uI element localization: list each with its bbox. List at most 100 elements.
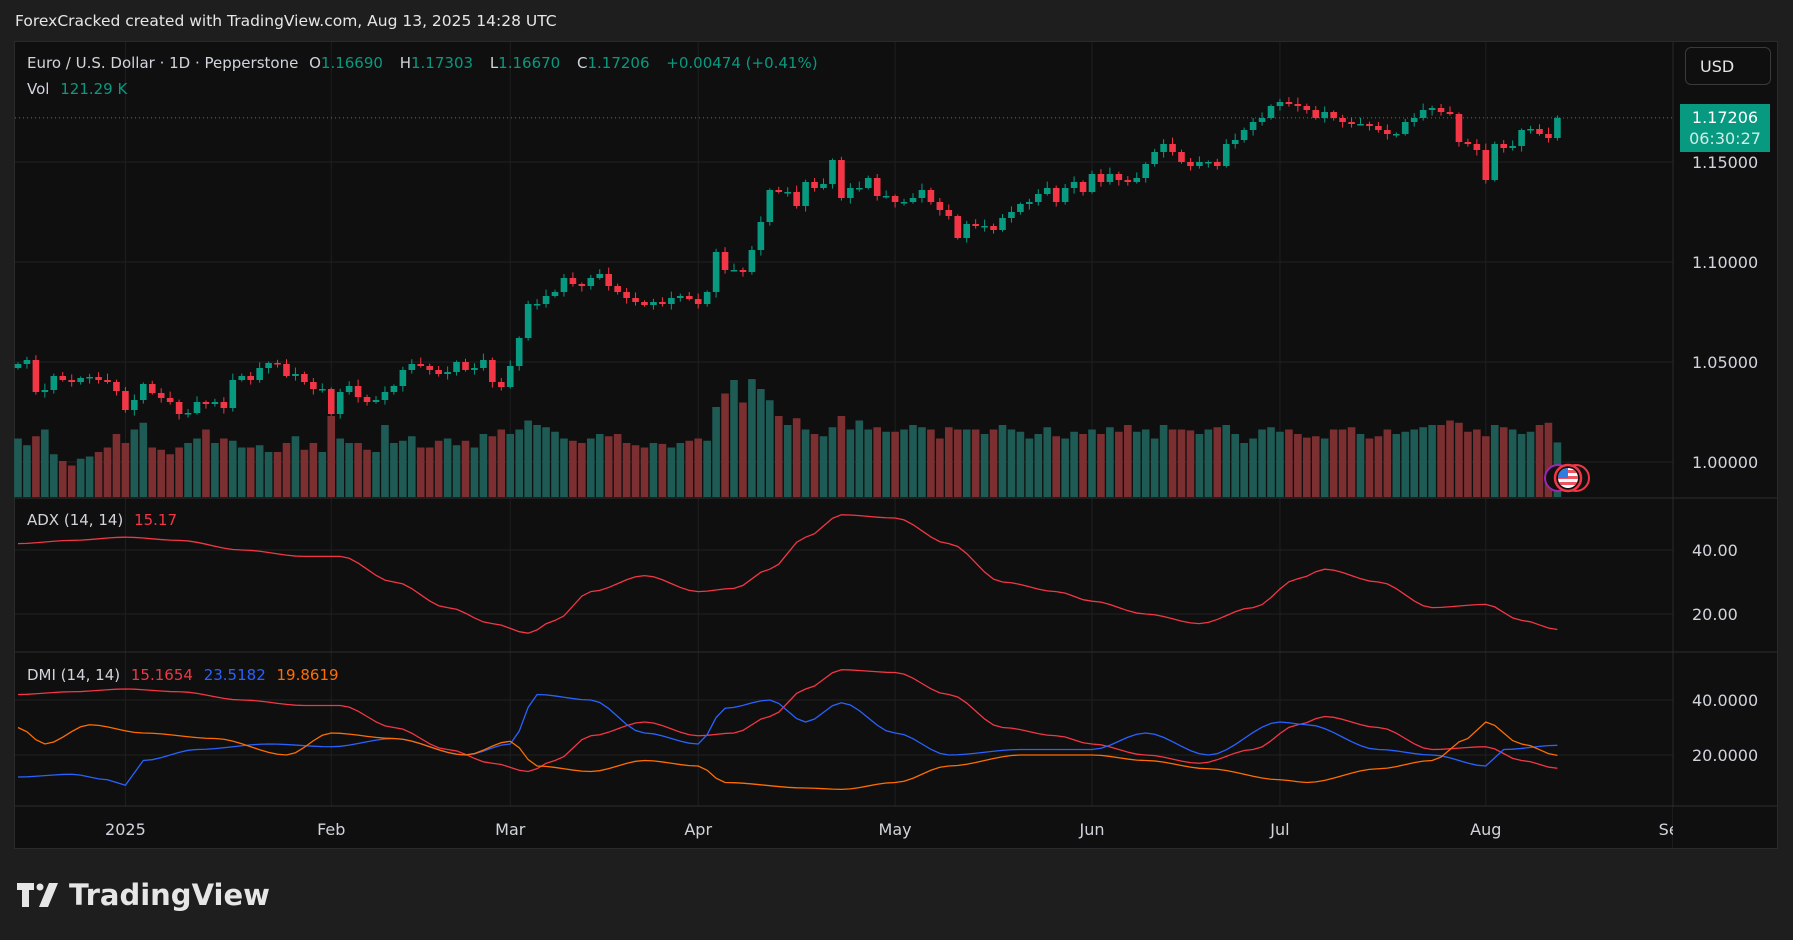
candle <box>1124 176 1132 186</box>
candle <box>900 198 908 206</box>
candle-body <box>435 370 442 374</box>
candle <box>927 187 935 205</box>
volume-bar <box>345 443 353 497</box>
candle <box>712 248 720 298</box>
candle <box>184 409 192 418</box>
candle <box>1321 106 1328 123</box>
volume-bar <box>452 445 461 497</box>
volume-bar <box>1213 427 1222 497</box>
candle <box>1187 158 1194 171</box>
volume-bar <box>658 443 667 497</box>
volume-bar <box>23 445 31 497</box>
candle-body <box>748 250 756 272</box>
candle <box>381 386 389 405</box>
candle-body <box>596 274 604 278</box>
volume-bar <box>434 440 443 497</box>
candle-body <box>95 377 102 380</box>
candle <box>954 214 962 240</box>
candle-body <box>345 386 353 392</box>
candle <box>1294 97 1302 112</box>
volume-bar <box>846 429 855 497</box>
candle-body <box>623 292 630 298</box>
volume-bar <box>631 445 640 497</box>
candle <box>793 185 800 209</box>
us-flag-event-icon[interactable] <box>1544 462 1592 494</box>
volume-bar <box>246 447 255 497</box>
volume-bar <box>67 465 76 497</box>
volume-bar <box>1374 436 1383 497</box>
candle <box>292 367 299 381</box>
volume-bar <box>524 420 532 497</box>
currency-button[interactable]: USD <box>1685 47 1771 85</box>
candle <box>489 357 496 388</box>
volume-bar <box>1401 431 1410 497</box>
candle-body <box>847 188 854 198</box>
candle <box>685 292 693 301</box>
volume-bar <box>962 429 971 497</box>
candle <box>265 361 272 374</box>
price-tick-label: 1.15000 <box>1692 153 1758 172</box>
volume-bar <box>166 454 174 497</box>
volume-bar <box>1428 425 1436 497</box>
adx-tick-label: 40.00 <box>1692 541 1738 560</box>
volume-bar <box>766 400 774 497</box>
volume-bar <box>587 438 595 497</box>
candle <box>623 288 630 304</box>
volume-bar <box>85 456 94 497</box>
time-tick-label: Jun <box>1079 820 1105 839</box>
candle-body <box>1509 146 1516 148</box>
candle-body <box>614 286 621 292</box>
candle <box>721 247 729 274</box>
volume-bar <box>1079 434 1087 497</box>
candle-body <box>1294 104 1302 106</box>
symbol-legend[interactable]: Euro / U.S. Dollar · 1D · Pepperstone O1… <box>27 54 824 72</box>
candle-body <box>829 160 836 184</box>
candle <box>542 289 550 308</box>
volume-bar <box>416 447 425 497</box>
candle <box>569 272 577 287</box>
candle-body <box>1169 144 1176 152</box>
volume-bar <box>443 438 452 497</box>
candle-body <box>1330 112 1337 118</box>
adx-legend[interactable]: ADX (14, 14) 15.17 <box>27 511 183 529</box>
symbol-title[interactable]: Euro / U.S. Dollar · 1D · Pepperstone <box>27 54 299 72</box>
candle-body <box>193 402 201 413</box>
minus-di-line <box>17 721 1558 791</box>
candle-body <box>811 182 818 188</box>
candle <box>1312 106 1320 120</box>
dmi-legend[interactable]: DMI (14, 14) 15.1654 23.5182 19.8619 <box>27 666 345 684</box>
candle <box>766 188 774 226</box>
candle <box>453 360 460 376</box>
candle <box>336 388 344 419</box>
candle <box>1088 170 1096 194</box>
volume-bar <box>1007 429 1016 497</box>
candle <box>1035 189 1042 206</box>
volume-bar <box>237 447 246 497</box>
dmi-adx-line <box>17 669 1558 773</box>
candle-body <box>578 284 586 286</box>
candle <box>140 382 147 404</box>
volume-bar <box>1473 429 1481 497</box>
candle <box>694 293 702 309</box>
candle <box>677 293 684 302</box>
tradingview-logo[interactable]: TradingView <box>17 878 270 912</box>
candle <box>157 388 165 403</box>
candle-body <box>1455 114 1463 142</box>
candle-body <box>1419 110 1427 118</box>
candle-body <box>668 298 675 304</box>
candle-body <box>1008 212 1015 218</box>
candle <box>1428 105 1436 116</box>
candle <box>1303 103 1311 114</box>
candle-body <box>68 380 75 382</box>
candle-body <box>327 389 335 414</box>
volume-bar <box>300 449 309 497</box>
volume-bar <box>900 429 908 497</box>
candle <box>1169 137 1176 156</box>
volume-bar <box>551 431 559 497</box>
candle-body <box>86 377 93 379</box>
candle-body <box>569 278 577 284</box>
volume-legend[interactable]: Vol 121.29 K <box>27 80 133 98</box>
candle-body <box>703 292 711 304</box>
volume-bar <box>560 438 568 497</box>
